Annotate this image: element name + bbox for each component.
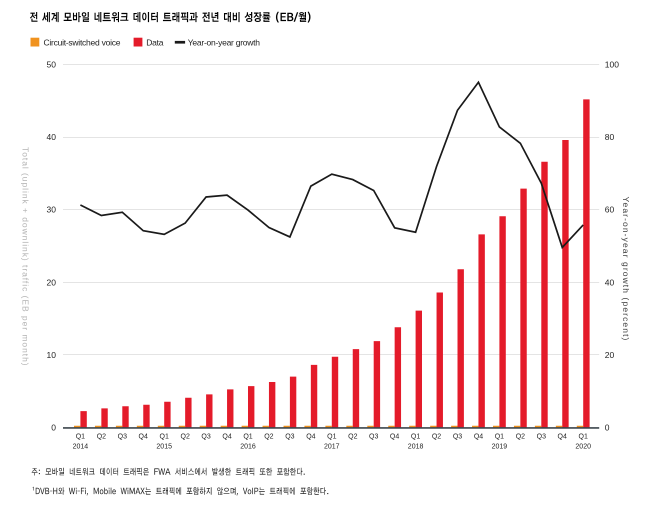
svg-text:Q3: Q3 <box>285 434 294 441</box>
svg-text:2019: 2019 <box>492 444 508 451</box>
svg-text:Q4: Q4 <box>222 434 231 441</box>
svg-text:Q1: Q1 <box>411 434 420 441</box>
svg-text:Q3: Q3 <box>118 434 127 441</box>
svg-text:50: 50 <box>47 60 57 70</box>
svg-text:Q1: Q1 <box>76 434 85 441</box>
svg-text:Total (uplink + downlink) traf: Total (uplink + downlink) traffic (EB pe… <box>21 147 31 367</box>
svg-text:60: 60 <box>605 205 615 215</box>
svg-text:Data: Data <box>146 37 163 47</box>
svg-text:2020: 2020 <box>575 444 591 451</box>
svg-text:Q4: Q4 <box>306 434 315 441</box>
svg-text:Q3: Q3 <box>201 434 210 441</box>
svg-text:Q1: Q1 <box>243 434 252 441</box>
svg-text:Q2: Q2 <box>181 434 190 441</box>
svg-text:Year-on-year growth (percent): Year-on-year growth (percent) <box>621 197 631 342</box>
svg-text:20: 20 <box>47 277 57 287</box>
svg-text:Q4: Q4 <box>474 434 483 441</box>
svg-text:80: 80 <box>605 132 615 142</box>
svg-text:2014: 2014 <box>73 444 89 451</box>
svg-text:Q3: Q3 <box>369 434 378 441</box>
svg-text:0: 0 <box>51 423 56 433</box>
svg-text:Q2: Q2 <box>432 434 441 441</box>
svg-text:2016: 2016 <box>240 444 256 451</box>
svg-text:40: 40 <box>605 277 615 287</box>
svg-text:Circuit-switched voice: Circuit-switched voice <box>44 37 121 47</box>
svg-text:2018: 2018 <box>408 444 424 451</box>
svg-text:Q1: Q1 <box>160 434 169 441</box>
svg-text:30: 30 <box>47 205 57 215</box>
svg-text:40: 40 <box>47 132 57 142</box>
svg-text:Year-on-year growth: Year-on-year growth <box>188 37 260 47</box>
svg-text:Q4: Q4 <box>390 434 399 441</box>
svg-text:Q1: Q1 <box>579 434 588 441</box>
svg-text:20: 20 <box>605 350 615 360</box>
svg-text:Q2: Q2 <box>97 434 106 441</box>
svg-text:100: 100 <box>605 60 619 70</box>
svg-text:Q2: Q2 <box>264 434 273 441</box>
svg-text:Q4: Q4 <box>139 434 148 441</box>
svg-text:10: 10 <box>47 350 57 360</box>
svg-text:0: 0 <box>605 423 610 433</box>
svg-text:Q2: Q2 <box>516 434 525 441</box>
svg-text:Q2: Q2 <box>348 434 357 441</box>
svg-text:Q1: Q1 <box>495 434 504 441</box>
svg-text:Q3: Q3 <box>537 434 546 441</box>
svg-text:Q4: Q4 <box>558 434 567 441</box>
svg-text:2017: 2017 <box>324 444 340 451</box>
svg-text:Q1: Q1 <box>327 434 336 441</box>
svg-text:Q3: Q3 <box>453 434 462 441</box>
svg-text:2015: 2015 <box>156 444 172 451</box>
